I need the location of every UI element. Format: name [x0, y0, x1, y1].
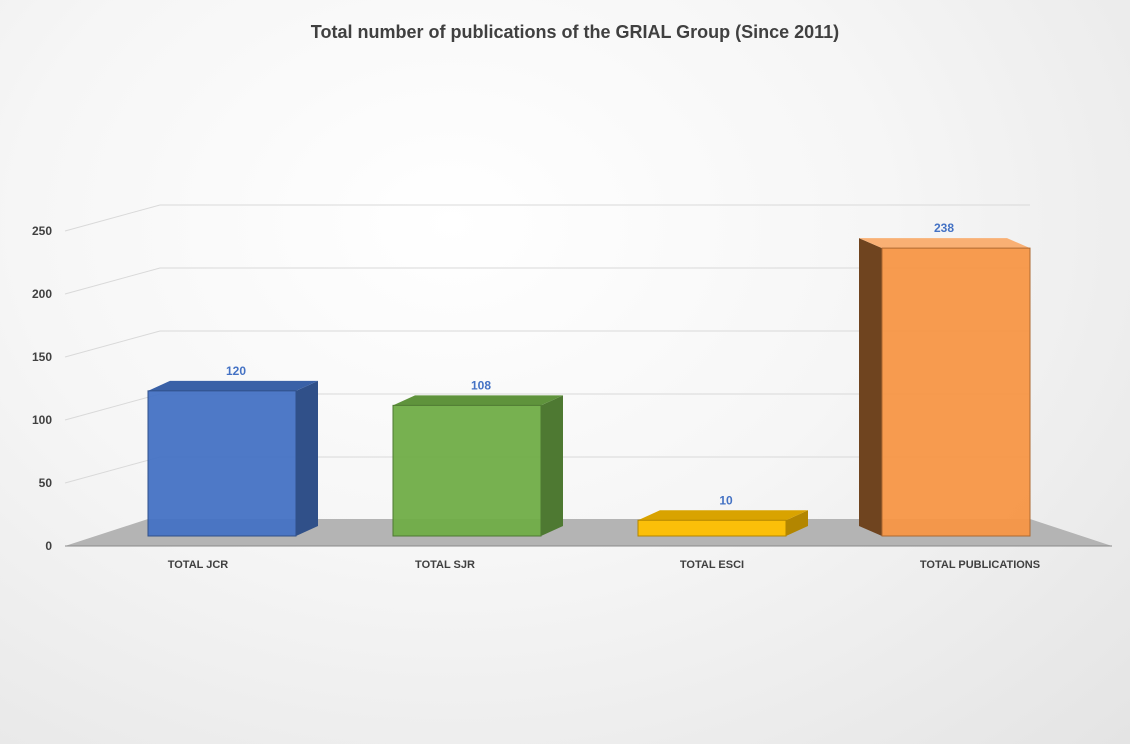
bar-front — [637, 519, 787, 537]
chart-floor — [65, 519, 1112, 547]
gridline — [64, 267, 1030, 295]
y-tick-label: 250 — [32, 224, 52, 238]
y-tick-label: 200 — [32, 287, 52, 301]
data-label: 120 — [226, 364, 246, 378]
data-label: 10 — [719, 493, 733, 507]
bar — [147, 380, 318, 537]
bars — [147, 238, 1031, 537]
bar — [637, 510, 808, 537]
category-label: TOTAL PUBLICATIONS — [920, 559, 1040, 571]
bar-front — [392, 404, 542, 537]
gridline — [64, 204, 1030, 232]
category-label: TOTAL ESCI — [680, 559, 744, 571]
category-label: TOTAL SJR — [415, 559, 475, 571]
bar-front — [147, 390, 297, 537]
y-tick-label: 50 — [39, 476, 53, 490]
data-label: 238 — [934, 221, 954, 235]
bar-front — [881, 247, 1031, 537]
category-label: TOTAL JCR — [168, 559, 229, 571]
bar-side — [541, 395, 563, 536]
y-tick-label: 100 — [32, 413, 52, 427]
bar-side — [786, 510, 808, 536]
x-axis: TOTAL JCR TOTAL SJR TOTAL ESCI TOTAL PUBLIC… — [168, 559, 1040, 571]
bar-top — [638, 510, 808, 521]
bar — [392, 395, 563, 537]
bar-top — [393, 395, 563, 406]
gridline — [64, 330, 1030, 358]
floor-plane — [65, 519, 1112, 546]
y-tick-label: 0 — [45, 539, 52, 553]
y-tick-label: 150 — [32, 350, 52, 364]
y-axis: 0 50 100 150 200 250 — [32, 224, 52, 553]
data-label: 108 — [471, 378, 491, 392]
chart-title: Total number of publications of the GRIA… — [311, 22, 839, 42]
bar-top — [148, 380, 318, 391]
bar-top — [859, 238, 1030, 249]
bar-side — [859, 238, 882, 536]
bar — [859, 238, 1031, 537]
data-labels: 120 108 10 238 — [226, 221, 954, 507]
bar-side — [296, 380, 318, 536]
